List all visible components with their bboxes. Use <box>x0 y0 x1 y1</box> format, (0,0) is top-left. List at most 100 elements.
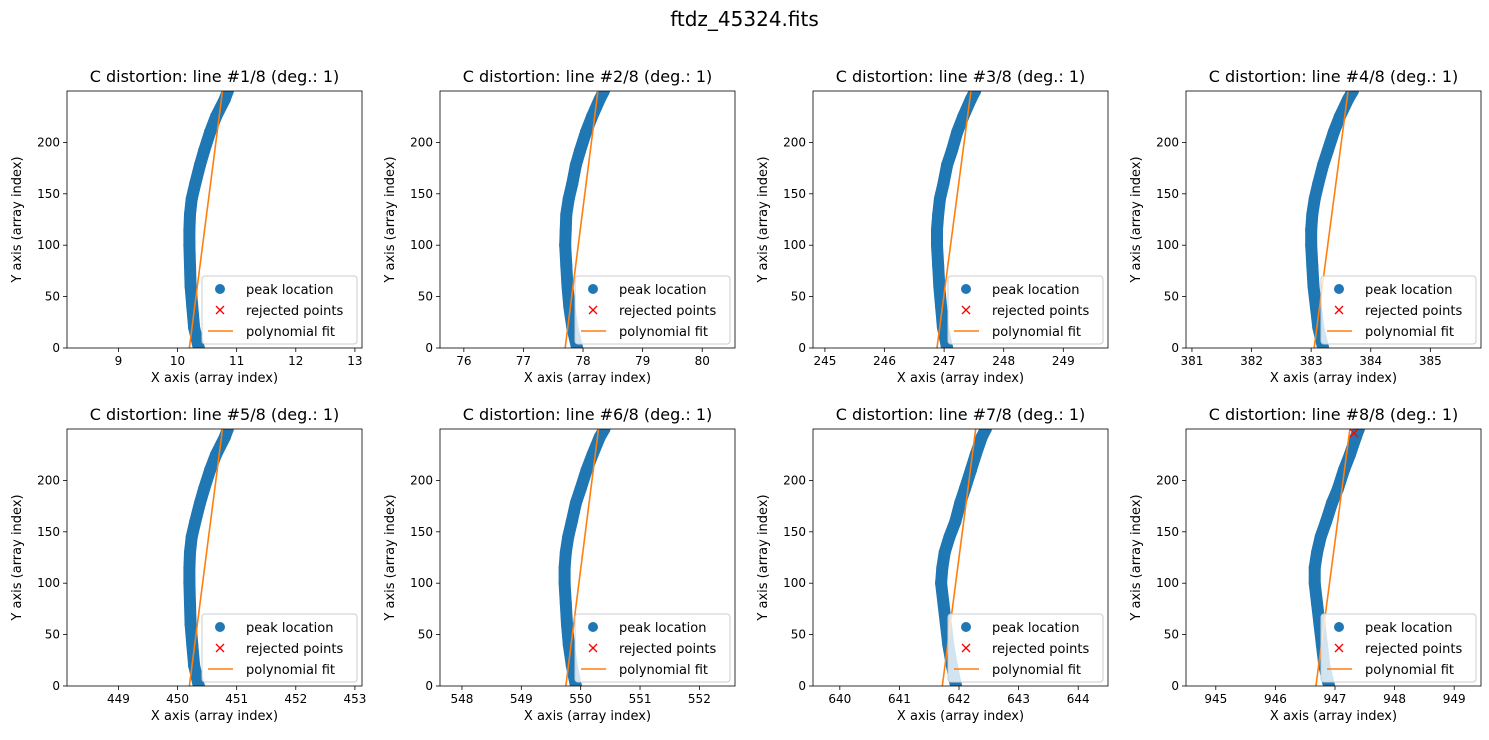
subplot-6: 548 549 550 551 552 0 50 100 150 200 C distortion:… <box>383 405 736 724</box>
y-tick-label: 200 <box>410 473 433 487</box>
subplot-title: C distortion: line #2/8 (deg.: 1) <box>463 67 713 86</box>
x-tick-label: 549 <box>510 692 533 706</box>
legend: peak location rejected points polynomial f… <box>1320 275 1477 345</box>
polynomial-fit-line <box>188 429 224 686</box>
legend-label: polynomial fit <box>1365 663 1454 678</box>
peak-point <box>559 546 572 559</box>
x-tick-label: 248 <box>992 354 1015 368</box>
peak-point <box>1308 561 1321 574</box>
peak-point <box>943 530 956 543</box>
legend-label: peak location <box>992 283 1079 298</box>
legend-peak-marker <box>1334 284 1344 294</box>
axes-frame <box>66 428 363 687</box>
legend-label: peak location <box>992 621 1079 636</box>
legend: peak location rejected points polynomial f… <box>947 613 1104 683</box>
peak-point <box>1346 91 1359 97</box>
peak-point <box>183 239 196 252</box>
y-tick-label: 100 <box>410 238 433 252</box>
peak-point <box>569 159 582 172</box>
peak-point <box>198 144 211 157</box>
plot-content <box>183 91 234 348</box>
x-axis-label: X axis (array index) <box>1270 709 1397 724</box>
peak-point <box>586 448 599 461</box>
y-tick-label: 0 <box>425 679 433 693</box>
legend-label: polynomial fit <box>619 325 708 340</box>
peak-point <box>183 208 196 221</box>
peak-point <box>221 91 234 97</box>
y-tick-label: 50 <box>791 628 806 642</box>
y-tick-label: 150 <box>410 525 433 539</box>
axes-frame <box>1185 428 1482 687</box>
y-tick-label: 200 <box>783 135 806 149</box>
peak-point <box>221 429 234 435</box>
peak-point <box>1312 177 1325 190</box>
y-axis-label: Y axis (array index) <box>383 156 398 283</box>
subplot-8: 945 946 947 948 949 0 50 100 150 200 C distortion:… <box>1129 405 1482 724</box>
plot-content <box>183 429 234 686</box>
y-axis-label: Y axis (array index) <box>1129 494 1144 621</box>
legend-peak-marker <box>961 284 971 294</box>
peak-location-band <box>1305 91 1359 348</box>
legend: peak location rejected points polynomial f… <box>1320 613 1477 683</box>
peak-point <box>194 159 207 172</box>
peak-point <box>186 638 199 651</box>
subplot-title: C distortion: line #4/8 (deg.: 1) <box>1209 67 1459 86</box>
y-tick-label: 50 <box>791 290 806 304</box>
x-axis-label: X axis (array index) <box>524 371 651 386</box>
legend-label: peak location <box>246 283 333 298</box>
legend-label: polynomial fit <box>992 663 1081 678</box>
subplot-1: 9 10 11 12 13 0 50 100 150 200 C distortion: line … <box>10 67 363 386</box>
x-axis-label: X axis (array index) <box>1270 371 1397 386</box>
y-tick-label: 50 <box>418 290 433 304</box>
x-tick-label: 644 <box>1067 692 1090 706</box>
axes-frame <box>439 428 736 687</box>
peak-point <box>198 482 211 495</box>
x-tick-label: 948 <box>1383 692 1406 706</box>
x-tick-label: 12 <box>288 354 303 368</box>
axes-frame <box>66 90 363 349</box>
subplot-7: 640 641 642 643 644 0 50 100 150 200 C distortion:… <box>756 405 1109 724</box>
peak-point <box>183 577 196 590</box>
peak-point <box>189 177 202 190</box>
peak-point <box>597 91 610 97</box>
polynomial-fit-line <box>936 91 972 348</box>
x-tick-label: 552 <box>688 692 711 706</box>
legend-label: peak location <box>619 283 706 298</box>
y-tick-label: 0 <box>798 341 806 355</box>
polynomial-fit-line <box>564 91 599 348</box>
x-tick-label: 451 <box>225 692 248 706</box>
x-axis-label: X axis (array index) <box>897 709 1024 724</box>
y-tick-label: 200 <box>37 135 60 149</box>
plot-content <box>935 429 992 686</box>
peak-point <box>183 546 196 559</box>
peak-point <box>562 638 575 651</box>
y-tick-label: 200 <box>1156 473 1179 487</box>
polynomial-fit-line <box>188 91 224 348</box>
y-tick-label: 100 <box>1156 238 1179 252</box>
y-tick-label: 150 <box>37 187 60 201</box>
peak-point <box>188 659 201 672</box>
y-tick-label: 50 <box>1164 290 1179 304</box>
y-tick-label: 100 <box>783 238 806 252</box>
subplot-title: C distortion: line #8/8 (deg.: 1) <box>1209 405 1459 424</box>
peak-point <box>559 597 572 610</box>
legend-box <box>574 613 731 683</box>
peak-point <box>184 280 197 293</box>
x-tick-label: 449 <box>107 692 130 706</box>
peak-point <box>930 223 943 236</box>
x-tick-label: 10 <box>170 354 185 368</box>
y-tick-label: 50 <box>1164 628 1179 642</box>
legend-rejected-marker-b <box>1334 305 1344 315</box>
y-tick-label: 150 <box>1156 187 1179 201</box>
peak-point <box>558 577 571 590</box>
legend-peak-marker <box>588 622 598 632</box>
subplot-3: 245 246 247 248 249 0 50 100 150 200 C distortion:… <box>756 67 1109 386</box>
peak-point <box>189 515 202 528</box>
peak-point <box>559 223 572 236</box>
axes-frame <box>812 428 1109 687</box>
legend-label: polynomial fit <box>619 663 708 678</box>
peak-location-band <box>559 91 610 348</box>
peak-point <box>204 126 217 139</box>
legend-label: rejected points <box>246 304 343 319</box>
x-axis-label: X axis (array index) <box>151 371 278 386</box>
